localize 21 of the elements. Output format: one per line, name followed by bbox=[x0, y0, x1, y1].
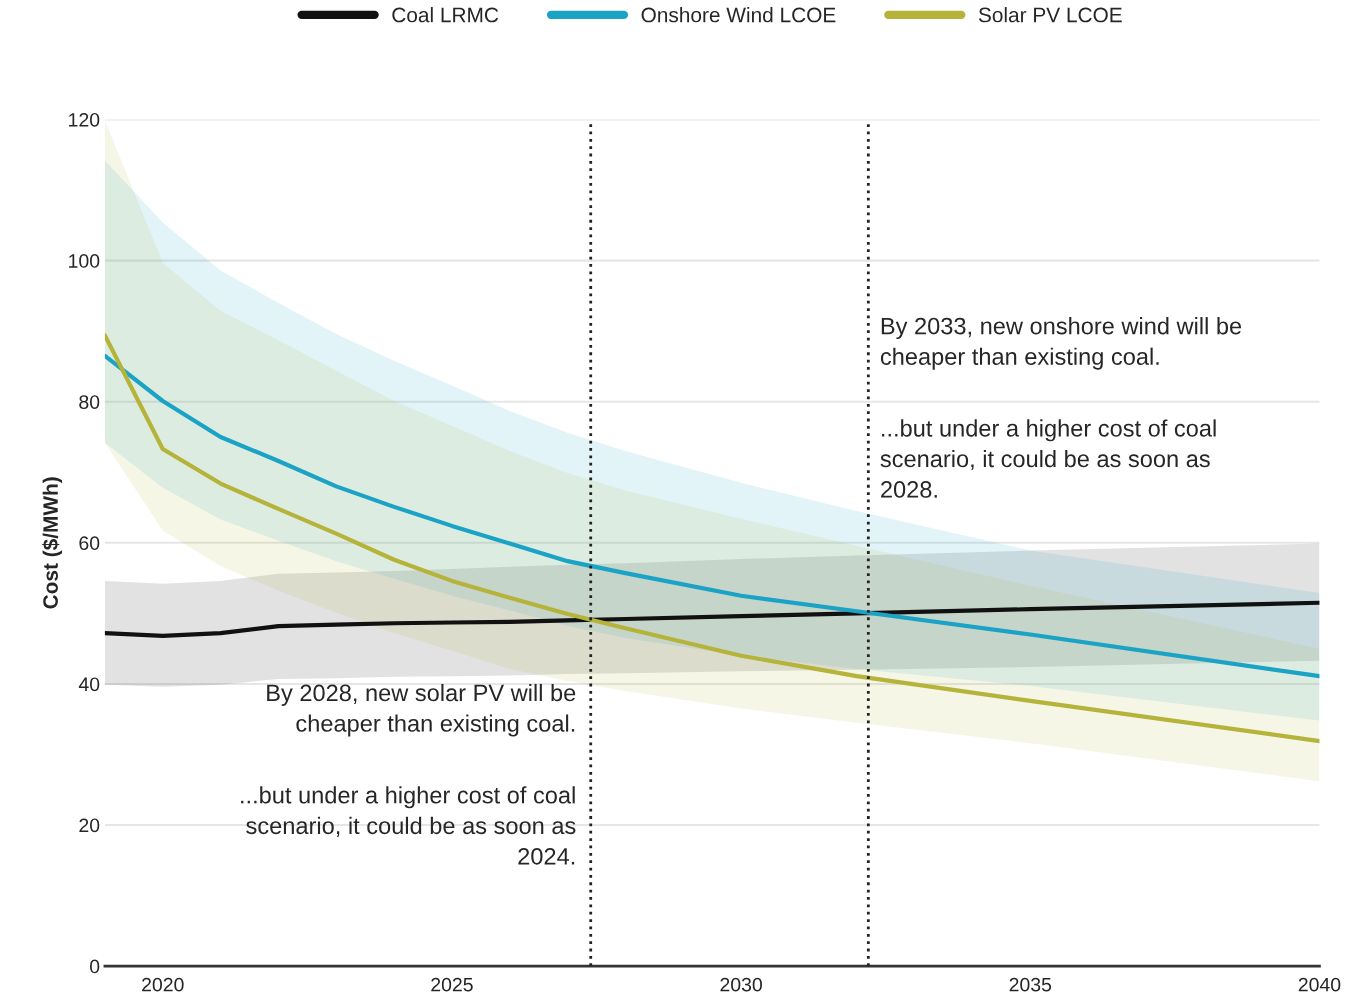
legend-label: Coal LRMC bbox=[392, 7, 499, 23]
y-tick-label: 0 bbox=[90, 959, 100, 974]
x-tick-label: 2025 bbox=[431, 977, 473, 992]
legend-label: Solar PV LCOE bbox=[978, 7, 1122, 23]
annotation: By 2028, new solar PV will be cheaper than existing coal. bbox=[267, 683, 576, 737]
x-tick-label: 2040 bbox=[1298, 977, 1341, 992]
annotation: ...but under a higher cost of coal scenario, it could be as soon as 2028. bbox=[880, 419, 1216, 498]
annotation: By 2033, new onshore wind will be cheaper than existing coal. bbox=[880, 317, 1242, 370]
y-tick-label: 20 bbox=[79, 818, 100, 833]
x-tick-label: 2020 bbox=[142, 977, 184, 992]
x-tick-label: 2030 bbox=[720, 977, 762, 992]
y-tick-label: 40 bbox=[78, 677, 100, 692]
line-series bbox=[104, 600, 1320, 639]
y-tick-label: 80 bbox=[79, 395, 100, 409]
y-axis-title: Cost ($/MWh) bbox=[42, 477, 63, 609]
y-tick-label: 100 bbox=[69, 254, 100, 268]
legend-label: Onshore Wind LCOE bbox=[641, 7, 836, 23]
y-tick-label: 120 bbox=[69, 112, 100, 127]
y-tick-label: 60 bbox=[79, 536, 100, 551]
x-tick-label: 2035 bbox=[1009, 977, 1052, 992]
annotation: ...but under a higher cost of coal scenario, it could be as soon as 2024. bbox=[241, 786, 576, 865]
